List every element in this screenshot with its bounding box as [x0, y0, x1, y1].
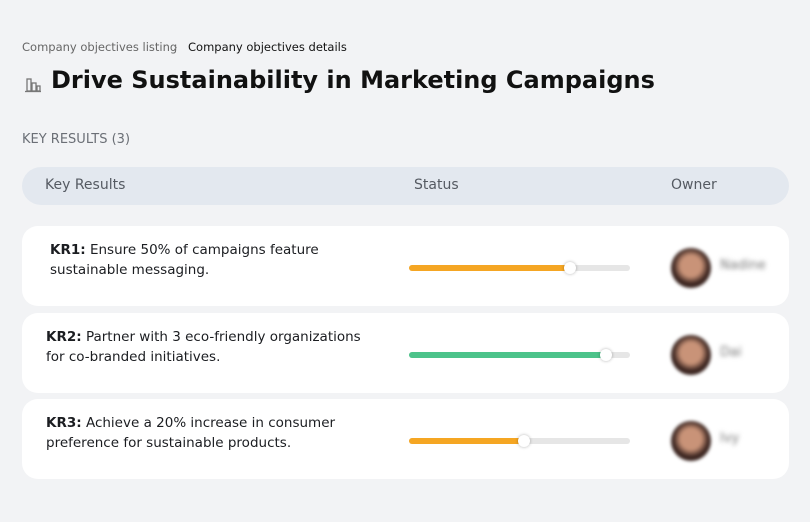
progress-knob: [564, 262, 577, 274]
key-result-description: Ensure 50% of campaigns feature sustaina…: [50, 242, 319, 278]
progress-knob: [517, 435, 530, 447]
breadcrumb-separator: ›: [173, 40, 178, 54]
page-title: Drive Sustainability in Marketing Campai…: [51, 66, 655, 94]
progress-track: [409, 349, 630, 361]
key-result-text: KR1: Ensure 50% of campaigns feature sus…: [50, 240, 330, 280]
key-result-text: KR2: Partner with 3 eco-friendly organiz…: [46, 327, 376, 367]
owner-avatar: [671, 248, 711, 288]
owner-avatar: [671, 335, 711, 375]
owner-avatar: [671, 421, 711, 461]
column-header: Status: [414, 177, 459, 193]
progress-track: [409, 435, 630, 447]
progress-fill: [409, 352, 606, 358]
breadcrumb-current: Company objectives details: [188, 40, 347, 54]
breadcrumb-link[interactable]: Company objectives listing: [22, 40, 178, 54]
section-title: KEY RESULTS (3): [22, 132, 131, 147]
building-icon: [25, 78, 41, 93]
progress-fill: [409, 265, 571, 271]
key-result-row[interactable]: KR1: Ensure 50% of campaigns feature sus…: [22, 226, 789, 306]
column-header: Owner: [671, 177, 717, 193]
owner-name: Ivy: [720, 431, 740, 446]
progress-fill: [409, 438, 524, 444]
table-header: Key Results Status Owner: [22, 167, 789, 205]
key-result-label: KR2:: [46, 329, 82, 345]
progress-knob: [599, 349, 612, 361]
key-result-description: Achieve a 20% increase in consumer prefe…: [46, 415, 336, 451]
column-header: Key Results: [45, 177, 126, 193]
owner-name: Nadine: [720, 258, 766, 273]
owner-name: Dai: [720, 345, 742, 360]
key-result-label: KR3:: [46, 415, 82, 431]
progress-track: [409, 262, 630, 274]
key-result-row[interactable]: KR2: Partner with 3 eco-friendly organiz…: [22, 313, 789, 393]
key-result-label: KR1:: [50, 242, 86, 258]
key-result-description: Partner with 3 eco-friendly organization…: [46, 329, 361, 365]
key-result-row[interactable]: KR3: Achieve a 20% increase in consumer …: [22, 399, 789, 479]
key-result-text: KR3: Achieve a 20% increase in consumer …: [46, 413, 376, 453]
